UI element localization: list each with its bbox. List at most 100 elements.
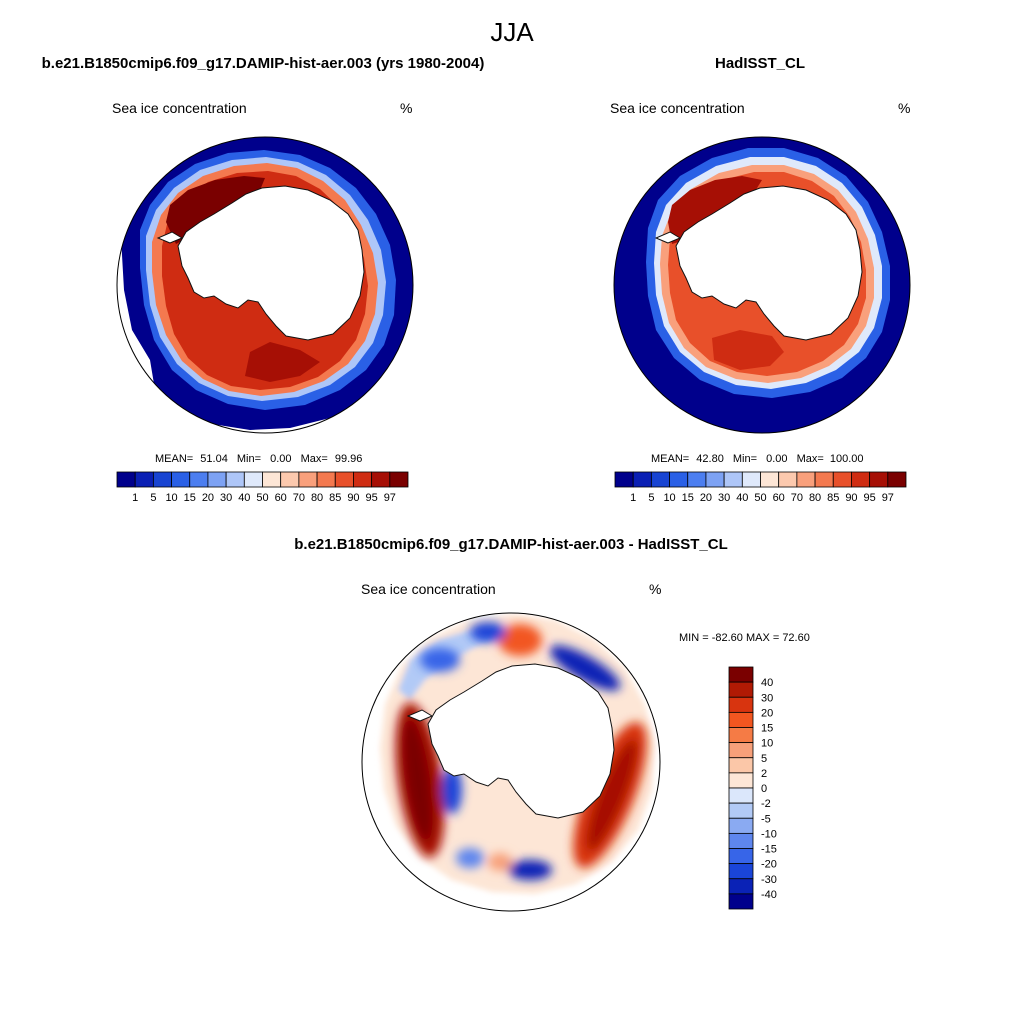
diff-light-neg-ring-top [398,630,500,700]
model-colorbar-tick-label: 30 [220,492,232,504]
diff-colorbar-tick-label: -5 [761,813,771,825]
model-colorbar-box [353,471,373,488]
model-min-value: 0.00 [270,453,291,465]
diff-colorbar-box [728,666,754,683]
obs-colorbar-tick-label: 1 [630,492,636,504]
model-panel-title: b.e21.B1850cmip6.f09_g17.DAMIP-hist-aer.… [42,55,485,72]
obs-colorbar-tick-label: 50 [754,492,766,504]
obs-colorbar-box [650,471,670,488]
diff-colorbar-box [728,817,754,834]
diff-peninsula [406,709,434,722]
model-colorbar-tick-label: 85 [329,492,341,504]
obs-colorbar-tick-label: 5 [648,492,654,504]
obs-colorbar-tick-label: 20 [700,492,712,504]
obs-colorbar-tick-label: 95 [864,492,876,504]
obs-colorbar-tick-label: 97 [882,492,894,504]
model-colorbar-tick-label: 50 [256,492,268,504]
model-colorbar-box [316,471,336,488]
model-colorbar-box [189,471,209,488]
model-colorbar-tick-label: 15 [184,492,196,504]
obs-panel: HadISST_CL Sea ice concentration % MEAN=… [610,55,911,504]
model-colorbar-tick-label: 10 [165,492,177,504]
obs-colorbar-tick-label: 10 [663,492,675,504]
obs-colorbar-tick-label: 70 [791,492,803,504]
diff-colorbar-tick-label: 20 [761,707,773,719]
obs-colorbar-box [832,471,852,488]
obs-max-label: Max= [797,453,824,465]
obs-colorbar-box [687,471,707,488]
model-colorbar-box [371,471,391,488]
diff-colorbar-tick-label: -2 [761,798,771,810]
model-map [120,137,413,430]
diff-neg-top-mid [470,622,506,642]
model-colorbar-box [243,471,263,488]
diff-colorbar-box [728,711,754,728]
diff-colorbar-box [728,863,754,880]
diff-colorbar-tick-label: 0 [761,783,767,795]
model-units-label: % [400,100,412,116]
diff-colorbar-box [728,727,754,744]
diff-colorbar-tick-label: -20 [761,859,777,871]
obs-min-value: 0.00 [766,453,787,465]
diff-pos-east-lobe-core [586,739,638,851]
obs-colorbar-box [760,471,780,488]
diff-colorbar-tick-label: 2 [761,768,767,780]
obs-colorbar-tick-label: 15 [682,492,694,504]
diff-pos-top-patch [498,624,542,656]
diff-colorbar-box [728,878,754,895]
diff-neg-top-left [420,648,460,672]
obs-colorbar-tick-label: 40 [736,492,748,504]
model-colorbar-box [171,471,191,488]
diff-stats: MIN = -82.60 MAX = 72.60 [679,632,810,644]
diff-variable-label: Sea ice concentration [361,581,496,597]
season-title: JJA [490,17,534,47]
diff-colorbar-box [728,802,754,819]
model-max-value: 99.96 [335,453,363,465]
diff-colorbar-box [728,742,754,759]
model-stats: MEAN= 51.04 Min= 0.00 Max= 99.96 [155,453,362,465]
obs-colorbar-tick-label: 90 [845,492,857,504]
diff-colorbar-box [728,772,754,789]
obs-colorbar-box [705,471,725,488]
diff-colorbar-tick-label: 30 [761,692,773,704]
diff-colorbar-box [728,787,754,804]
diff-neg-top-right [549,645,621,691]
model-colorbar-box [298,471,318,488]
model-panel: b.e21.B1850cmip6.f09_g17.DAMIP-hist-aer.… [42,55,485,504]
obs-mean-label: MEAN= [651,453,689,465]
model-ice-core-darkred-2 [245,342,320,382]
diff-colorbar-tick-label: 5 [761,753,767,765]
diff-neg-bottom-left [456,848,484,868]
diff-colorbar-tick-label: -15 [761,844,777,856]
obs-map [614,137,910,433]
diff-colorbar-tick-label: -10 [761,828,777,840]
model-colorbar-tick-label: 90 [347,492,359,504]
diff-units-label: % [649,581,661,597]
diff-pos-bottom-mid [488,853,512,871]
diff-colorbar-tick-label: 15 [761,723,773,735]
diff-map-frame [361,612,661,912]
diff-panel-title: b.e21.B1850cmip6.f09_g17.DAMIP-hist-aer.… [294,536,728,553]
model-colorbar-tick-label: 40 [238,492,250,504]
model-min-label: Min= [237,453,261,465]
model-mean-value: 51.04 [200,453,228,465]
obs-colorbar-box [632,471,652,488]
diff-colorbar-tick-label: -40 [761,889,777,901]
obs-colorbar-box [614,471,634,488]
model-colorbar-tick-label: 95 [366,492,378,504]
diff-colorbar-tick-label: 10 [761,738,773,750]
obs-colorbar-box [869,471,889,488]
obs-colorbar-box [723,471,743,488]
diff-colorbar-box [728,893,754,910]
obs-colorbar-box [778,471,798,488]
obs-panel-title: HadISST_CL [715,55,805,72]
diff-neg-west-coast [442,766,462,814]
model-colorbar-tick-label: 70 [293,492,305,504]
obs-colorbar-box [741,471,761,488]
diff-neg-bottom [508,860,552,880]
obs-colorbar: 1 5 10 15 20 30 40 50 60 70 80 85 90 95 97 [614,471,907,504]
model-colorbar-box [116,471,136,488]
obs-stats: MEAN= 42.80 Min= 0.00 Max= 100.00 [651,453,864,465]
